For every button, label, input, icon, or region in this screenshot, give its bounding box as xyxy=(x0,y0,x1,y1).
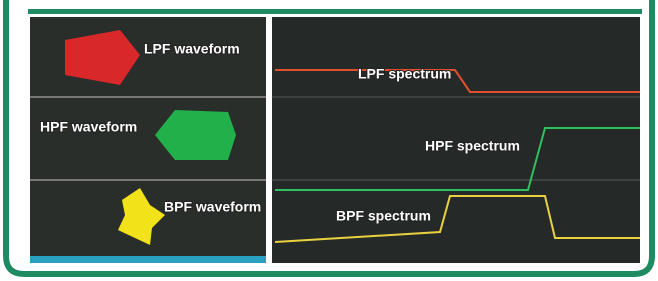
top-bar xyxy=(28,9,642,14)
label: HPF waveform xyxy=(40,119,137,135)
status-strip xyxy=(30,256,266,263)
spectrum-panel: LPF spectrum HPF spectrum BPF spectrum xyxy=(272,17,640,263)
label: HPF spectrum xyxy=(425,138,520,154)
waveform-panel: LPF waveform HPF waveform BPF waveform xyxy=(30,17,266,263)
label: BPF waveform xyxy=(164,199,261,215)
figure: LPF waveform HPF waveform BPF waveform L… xyxy=(0,0,658,281)
label: LPF spectrum xyxy=(358,66,451,82)
label: LPF waveform xyxy=(144,41,240,57)
label: BPF spectrum xyxy=(336,208,431,224)
